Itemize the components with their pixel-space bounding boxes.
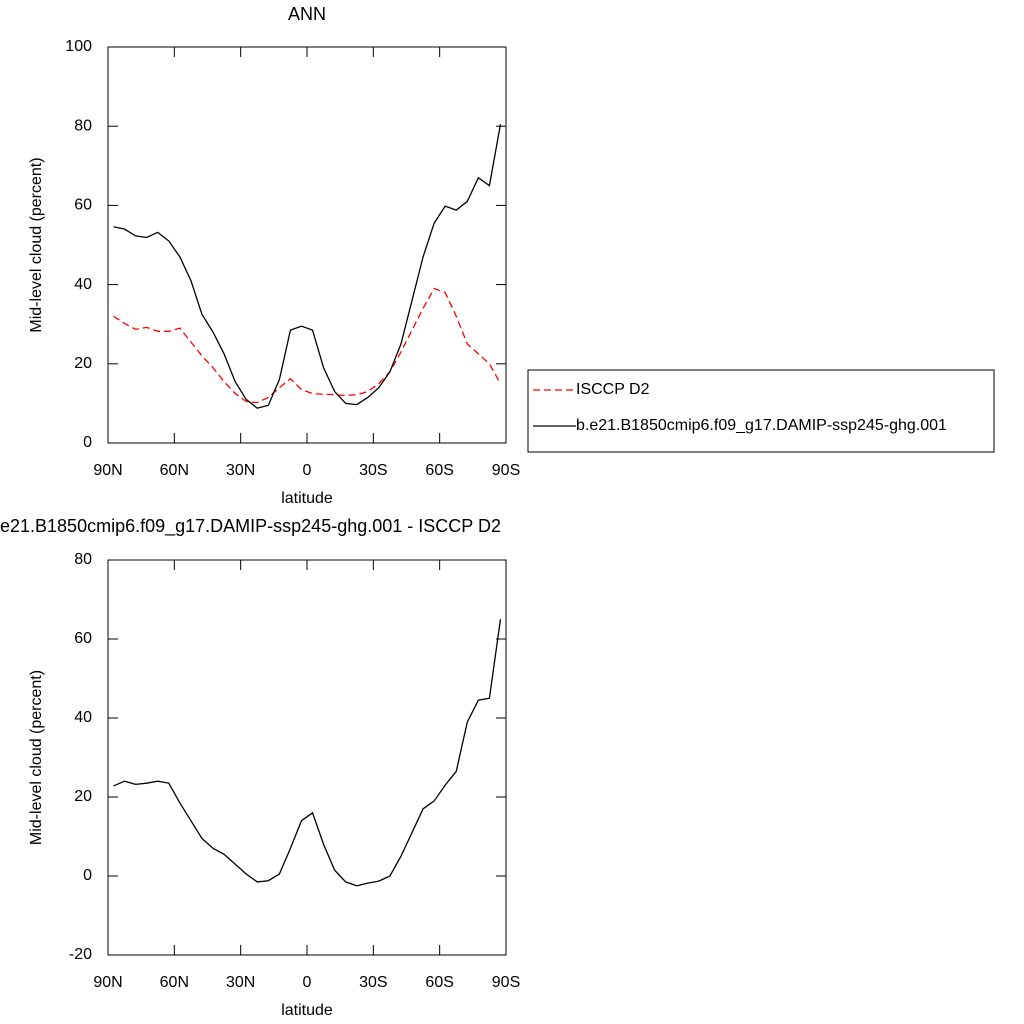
x-tick-label: 30N (226, 462, 255, 479)
x-tick-label: 30N (226, 974, 255, 991)
x-tick-label: 60N (160, 462, 189, 479)
x-tick-label: 90N (93, 462, 122, 479)
y-tick-label: 60 (74, 630, 92, 647)
x-axis-label: latitude (281, 1002, 333, 1019)
x-tick-label: 60N (160, 974, 189, 991)
y-tick-label: 40 (74, 709, 92, 726)
data-line (113, 124, 502, 409)
y-axis-label: Mid-level cloud (percent) (28, 157, 45, 332)
x-tick-label: 0 (303, 462, 312, 479)
chart-title: e21.B1850cmip6.f09_g17.DAMIP-ssp245-ghg.… (0, 516, 501, 537)
plot-frame (107, 46, 507, 444)
data-line (113, 619, 502, 887)
chart-title: ANN (288, 4, 326, 24)
x-tick-label: 90S (492, 974, 520, 991)
x-tick-label: 60S (425, 974, 453, 991)
legend-label: b.e21.B1850cmip6.f09_g17.DAMIP-ssp245-gh… (576, 417, 947, 434)
y-tick-label: 80 (74, 551, 92, 568)
x-axis-label: latitude (281, 490, 333, 507)
x-tick-label: 0 (303, 974, 312, 991)
x-tick-label: 90N (93, 974, 122, 991)
y-tick-label: 0 (83, 867, 92, 884)
y-axis-label: Mid-level cloud (percent) (28, 670, 45, 845)
y-tick-label: 40 (74, 276, 92, 293)
legend-box (527, 369, 995, 453)
y-tick-label: -20 (69, 946, 92, 963)
x-tick-label: 90S (492, 462, 520, 479)
x-tick-label: 60S (425, 462, 453, 479)
legend-label: ISCCP D2 (576, 381, 650, 398)
y-tick-label: 80 (74, 117, 92, 134)
y-tick-label: 20 (74, 788, 92, 805)
y-tick-label: 60 (74, 197, 92, 214)
x-tick-label: 30S (359, 462, 387, 479)
x-tick-label: 30S (359, 974, 387, 991)
y-tick-label: 100 (65, 38, 92, 55)
y-tick-label: 20 (74, 355, 92, 372)
y-tick-label: 0 (83, 434, 92, 451)
plot-frame (107, 559, 507, 956)
data-line (113, 287, 502, 404)
